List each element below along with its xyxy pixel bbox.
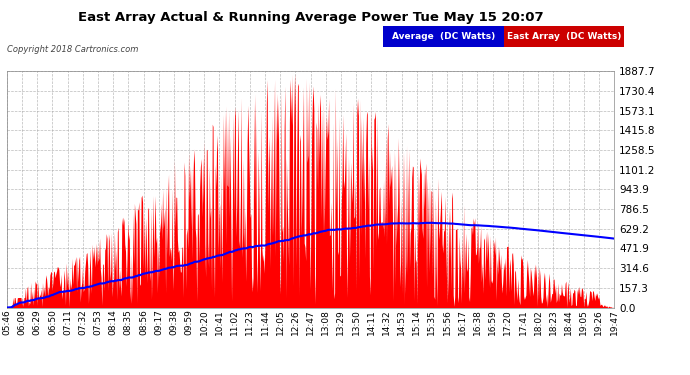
- Text: East Array  (DC Watts): East Array (DC Watts): [507, 32, 621, 41]
- Text: Average  (DC Watts): Average (DC Watts): [392, 32, 495, 41]
- Text: East Array Actual & Running Average Power Tue May 15 20:07: East Array Actual & Running Average Powe…: [78, 11, 543, 24]
- Text: Copyright 2018 Cartronics.com: Copyright 2018 Cartronics.com: [7, 45, 138, 54]
